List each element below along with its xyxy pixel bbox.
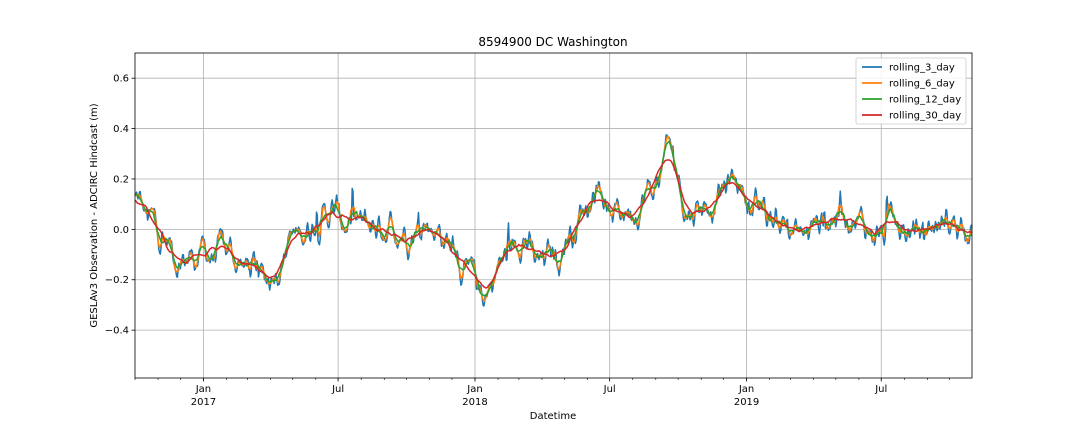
x-tick-label-month: Jul <box>874 384 887 395</box>
legend-label: rolling_6_day <box>889 79 955 90</box>
x-tick-label-month: Jan <box>195 384 211 395</box>
legend-label: rolling_30_day <box>889 111 961 122</box>
legend-label: rolling_3_day <box>889 63 955 74</box>
x-tick-label-year: 2019 <box>734 397 759 408</box>
y-tick-label: 0.0 <box>113 225 129 236</box>
x-tick-label-month: Jul <box>603 384 616 395</box>
x-tick-label-year: 2018 <box>462 397 487 408</box>
x-tick-label-month: Jul <box>331 384 344 395</box>
x-axis: Jan 2017 Jul Jan 2018 Jul Jan 2019 Jul <box>134 378 950 408</box>
plot-frame <box>134 52 973 379</box>
series-line-rolling-30-day <box>134 159 973 289</box>
y-axis-label: GESLAv3 Observation - ADCIRC Hindcast (m… <box>89 103 100 327</box>
y-axis: −0.4 −0.2 0.0 0.2 0.4 0.6 <box>105 74 135 337</box>
chart-title: 8594900 DC Washington <box>478 35 627 49</box>
legend-box <box>855 57 967 125</box>
legend: rolling_3_day rolling_6_day rolling_12_day… <box>855 57 967 125</box>
x-tick-label-month: Jan <box>738 384 754 395</box>
y-tick-label: −0.4 <box>105 326 129 337</box>
legend-label: rolling_12_day <box>889 95 961 106</box>
grid <box>135 53 972 378</box>
series-line-rolling-12-day <box>134 140 973 297</box>
x-axis-label: Datetime <box>530 411 577 422</box>
series-lines <box>134 134 973 307</box>
x-tick-label-year: 2017 <box>191 397 216 408</box>
y-tick-label: 0.4 <box>113 124 129 135</box>
y-tick-label: 0.2 <box>113 174 129 185</box>
y-tick-label: 0.6 <box>113 74 129 85</box>
x-tick-label-month: Jan <box>466 384 482 395</box>
y-tick-label: −0.2 <box>105 275 129 286</box>
